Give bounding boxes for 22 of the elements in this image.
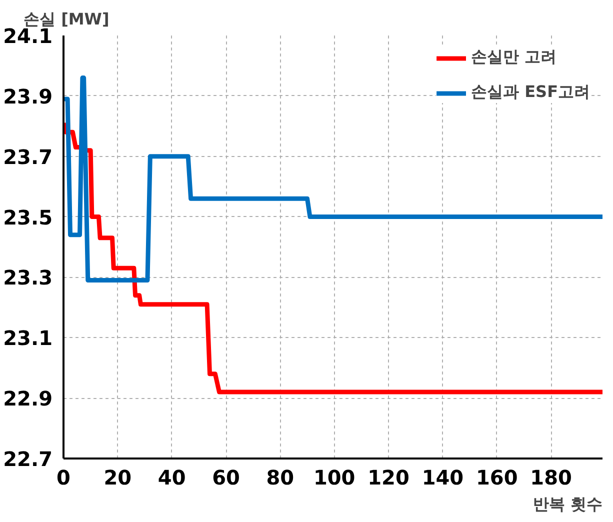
y-tick-label: 22.9 [3, 386, 53, 411]
x-tick-label: 80 [266, 466, 294, 490]
y-tick-label: 23.1 [3, 326, 53, 350]
y-tick-label: 23.3 [3, 266, 53, 290]
line-series [64, 120, 602, 394]
legend-label: 손실만 고려 [471, 47, 557, 68]
x-tick-label: 60 [212, 466, 240, 490]
y-tick-label: 23.5 [3, 205, 53, 230]
x-axis-title: 반복 횟수 [532, 494, 603, 514]
x-tick-label: 140 [422, 466, 464, 490]
x-tick-label: 160 [476, 466, 518, 490]
x-tick-label: 120 [368, 466, 410, 490]
x-tick-label: 180 [530, 466, 572, 490]
legend-label: 손실과 ESF고려 [471, 82, 590, 103]
x-tick-label: 20 [104, 466, 132, 490]
y-tick-label: 23.9 [3, 84, 53, 108]
x-tick-label: 100 [313, 466, 356, 490]
y-tick-label: 23.7 [3, 144, 53, 169]
y-tick-label: 22.7 [3, 447, 53, 471]
x-tick-label: 0 [56, 466, 70, 490]
x-tick-label: 40 [158, 466, 186, 490]
line-series [64, 76, 602, 282]
